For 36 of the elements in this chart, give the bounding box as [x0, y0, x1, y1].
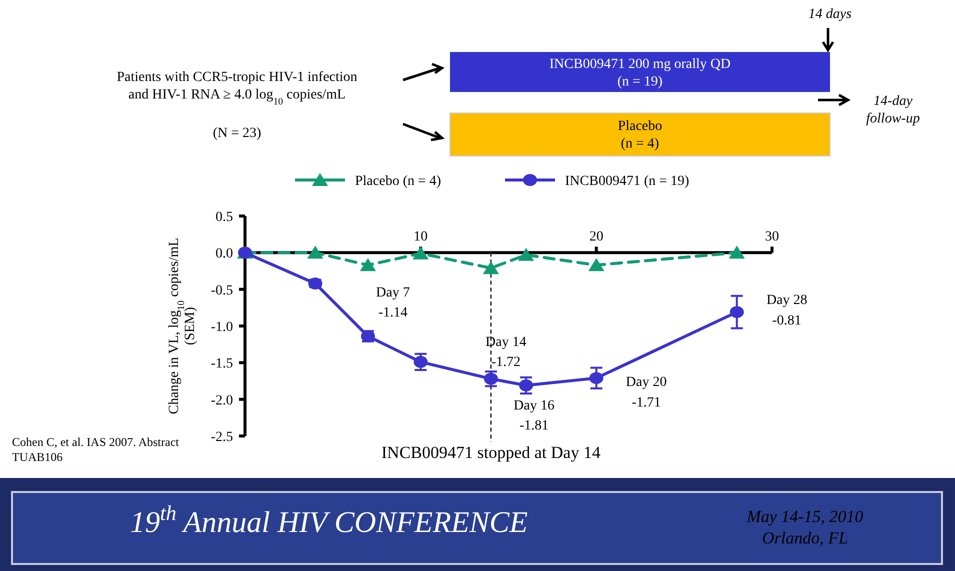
text: 14-day follow-up — [866, 94, 920, 126]
annotation: Day 28 -0.81 — [766, 293, 808, 328]
y-tick-label: -2.0 — [210, 393, 233, 408]
text: Patients with CCR5-tropic HIV-1 infection and HIV-1 RNA ≥ 4.0 log$_{10}$ copies/mL — [116, 70, 358, 107]
y-tick-label: -2.5 — [210, 430, 233, 445]
annotation: Day 7 -1.14 — [376, 285, 410, 321]
annotation: Day 16 -1.81 — [514, 398, 554, 434]
text: INCB009471 200 mg orally QD (n = 19) — [549, 57, 731, 90]
text: (N = 23) — [212, 126, 262, 141]
y-tick-label: 0.5 — [216, 210, 233, 225]
y-tick-label: -0.5 — [210, 283, 233, 298]
point — [360, 258, 376, 272]
x-tick-label: 20 — [589, 230, 604, 245]
point — [730, 306, 744, 318]
y-tick-label: 0.0 — [216, 246, 233, 262]
point — [589, 372, 604, 384]
point — [728, 246, 745, 259]
point — [482, 261, 499, 274]
text: May 14-15, 2010 Orlando, FL — [746, 507, 864, 548]
x-tick-label: 10 — [414, 230, 428, 245]
annotation: Day 14 -1.72 — [486, 334, 526, 370]
text: Placebo (n = 4) — [618, 119, 662, 152]
legend-label: Placebo (n = 4) — [355, 174, 442, 189]
point — [412, 246, 429, 260]
point — [588, 258, 604, 272]
text: Cohen C, et al. IAS 2007. Abstract TUAB106 — [12, 435, 180, 464]
point — [518, 248, 534, 261]
y-tick-label: -1.0 — [210, 320, 233, 335]
text: 19$^{th}$ Annual HIV CONFERENCE — [130, 501, 528, 539]
y-tick-label: -1.5 — [210, 356, 233, 372]
ref-line-label: INCB009471 stopped at Day 14 — [381, 443, 601, 462]
x-tick-label: 30 — [765, 230, 779, 245]
text: 14 days — [808, 7, 852, 22]
annotation: Day 20 -1.71 — [626, 375, 667, 410]
point — [307, 246, 324, 259]
legend-label: INCB009471 (n = 19) — [565, 174, 690, 189]
